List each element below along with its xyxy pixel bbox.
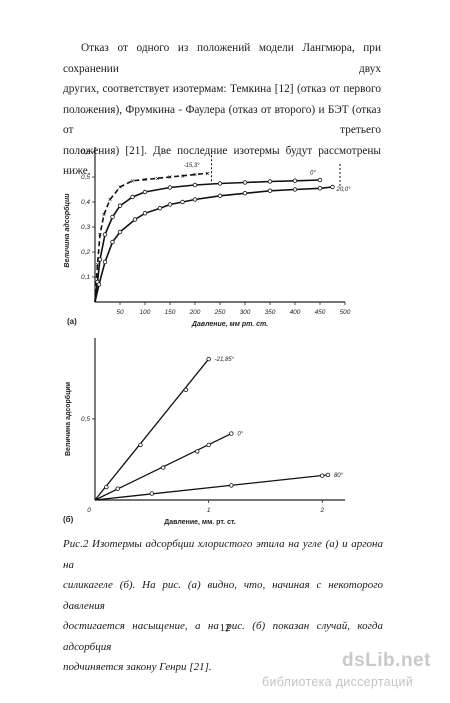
data-point — [142, 189, 148, 195]
data-point — [110, 239, 115, 245]
data-point — [206, 356, 211, 362]
caption-line: достигается насыщение, а на рис. (б) пок… — [63, 620, 383, 653]
series-line-1 — [94, 179, 321, 303]
series-line-0 — [94, 358, 210, 501]
intro-paragraph: Отказ от одного из положений модели Ланг… — [63, 38, 381, 182]
series-line-0 — [94, 172, 208, 303]
x-tick-label: 500 — [340, 309, 351, 316]
x-tick-label: 400 — [290, 309, 301, 316]
data-point — [206, 442, 211, 448]
panel-label-a: (а) — [67, 317, 77, 326]
annotation: 20,0° — [336, 187, 352, 193]
data-point — [267, 188, 273, 193]
watermark-subtitle: библиотека диссертаций — [262, 675, 414, 689]
data-point — [157, 206, 163, 211]
y-tick-label: 0,5 — [81, 416, 90, 423]
x-tick-label: 150 — [165, 309, 176, 316]
data-point — [167, 202, 173, 207]
data-point — [325, 472, 331, 478]
annotation: 0° — [237, 432, 243, 438]
data-point — [167, 185, 173, 190]
data-point — [149, 491, 155, 496]
x-tick-label: 2 — [319, 507, 324, 514]
x-tick-label: 300 — [240, 309, 251, 316]
data-point — [192, 182, 198, 188]
figure-caption: Рис.2 Изотермы адсорбции хлористого этил… — [63, 534, 383, 678]
watermark-logo-text: dsLib.net — [342, 650, 431, 671]
x-tick-label: 1 — [207, 507, 211, 514]
data-point — [115, 486, 120, 491]
caption-line: силикагеле (б). На рис. (а) видно, что, … — [63, 579, 383, 612]
data-point — [104, 484, 109, 490]
data-point: × — [107, 197, 112, 204]
data-point — [292, 187, 298, 192]
series-line-1 — [94, 432, 232, 501]
data-point — [130, 194, 135, 200]
x-tick-label: 350 — [265, 309, 276, 316]
data-point: × — [117, 184, 122, 191]
data-point: × — [101, 212, 106, 219]
panel-label-b: (б) — [63, 515, 74, 524]
paragraph-line: положения), Фрумкина - Фаулера (отказ от… — [63, 103, 381, 137]
y-tick-label: 0,2 — [81, 249, 90, 256]
y-axis-label: Величина адсорбции — [63, 193, 71, 268]
data-point — [180, 199, 185, 205]
data-point — [102, 259, 108, 265]
y-tick-label: 0,1 — [81, 274, 90, 281]
data-point — [229, 483, 234, 488]
x-tick-label: 250 — [214, 309, 226, 316]
x-tick-label: 100 — [140, 309, 151, 316]
paragraph-line: положения) [21]. Две последние изотермы … — [63, 144, 381, 178]
data-point — [117, 203, 123, 208]
data-point — [217, 181, 223, 186]
data-point — [229, 431, 234, 436]
x-tick-label: 0 — [87, 507, 91, 514]
annotation: 80° — [334, 473, 344, 479]
page-number: 12 — [219, 622, 231, 634]
series-line-2 — [94, 474, 329, 501]
y-axis-label: Величина адсорбции — [64, 382, 72, 456]
paragraph-line: Отказ от одного из положений модели Ланг… — [63, 42, 381, 75]
annotation: -21,85° — [215, 357, 235, 363]
data-point — [110, 214, 115, 220]
data-point — [320, 473, 325, 478]
data-point — [97, 257, 103, 262]
data-point: × — [97, 232, 102, 239]
data-point — [132, 217, 138, 222]
data-point — [195, 449, 200, 454]
watermark-logo: dsLib.net — [342, 650, 431, 672]
data-point — [330, 184, 335, 190]
data-point — [183, 387, 189, 393]
x-axis-label: Давление, мм рт. ст. — [191, 321, 268, 328]
data-point — [142, 211, 148, 216]
data-point — [117, 229, 123, 235]
x-tick-label: 200 — [189, 309, 201, 316]
x-axis-label: Давление, мм. рт. ст. — [164, 519, 235, 526]
paragraph-line: других, соответствует изотермам: Темкина… — [63, 83, 381, 95]
x-tick-label: 450 — [315, 309, 326, 316]
data-point — [217, 193, 223, 198]
data-point — [138, 442, 143, 448]
data-point — [317, 186, 323, 191]
x-tick-label: 50 — [116, 309, 124, 316]
data-point — [96, 282, 102, 287]
data-point — [102, 232, 108, 237]
y-tick-label: 0,4 — [81, 199, 90, 206]
y-tick-label: 0,3 — [81, 224, 90, 231]
data-point — [160, 465, 166, 470]
data-point — [192, 197, 198, 202]
data-point — [242, 191, 248, 196]
data-point — [95, 279, 100, 285]
data-point: × — [95, 262, 100, 269]
series-line-2 — [94, 186, 333, 303]
caption-line: подчиняется закону Генри [21]. — [63, 661, 212, 673]
caption-line: Рис.2 Изотермы адсорбции хлористого этил… — [63, 538, 383, 571]
